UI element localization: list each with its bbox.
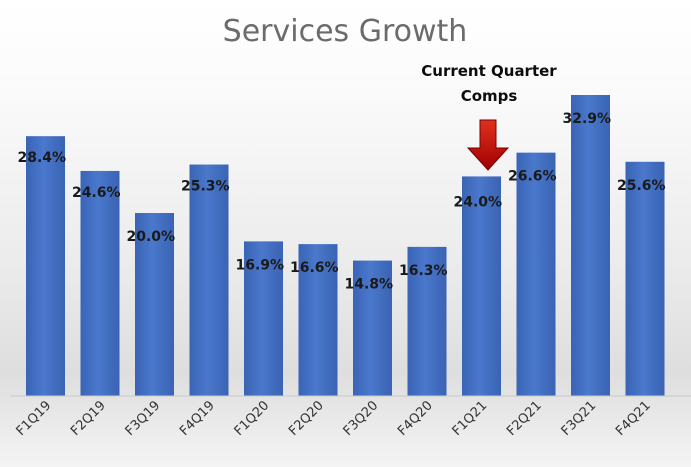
bar-f4q20 [407,246,447,396]
bar-f2q19 [80,170,120,396]
x-tick-label-f3q20: F3Q20 [341,398,382,439]
chart-title: Services Growth [223,14,468,49]
annotation-line-2: Comps [461,87,518,105]
annotation-line-1: Current Quarter [421,62,557,80]
bar-f3q20 [353,260,392,396]
x-tick-label-f4q19: F4Q19 [177,398,218,439]
x-tick-label-f2q20: F2Q20 [286,398,327,439]
x-tick-label-f3q21: F3Q21 [559,398,600,439]
data-label-f3q21: 32.9% [563,111,612,127]
data-label-f4q21: 25.6% [617,178,666,194]
data-label-f2q19: 24.6% [72,185,121,201]
data-label-f1q21: 24.0% [454,194,503,210]
x-tick-label-f4q21: F4Q21 [613,398,654,439]
data-label-f2q21: 26.6% [508,169,557,185]
bar-f4q21 [625,161,665,396]
bar-f4q19 [189,164,229,396]
x-tick-label-f1q21: F1Q21 [450,398,491,439]
data-label-f1q20: 16.9% [236,257,285,273]
x-tick-label-f1q20: F1Q20 [232,398,273,439]
data-label-f3q19: 20.0% [127,229,176,245]
bar-f3q19 [135,213,174,396]
bar-f3q21 [571,95,610,396]
data-label-f3q20: 14.8% [345,277,394,293]
x-tick-label-f2q21: F2Q21 [504,398,545,439]
x-tick-label-group: F1Q19 F2Q19 F3Q19 F4Q19 F1Q20 F2Q20 F3Q20 F4Q20… [14,398,654,439]
data-label-f4q20: 16.3% [399,263,448,279]
bar-f2q21 [516,152,556,396]
bar-f1q21 [462,176,501,396]
data-label-f1q19: 28.4% [18,150,67,166]
x-tick-label-f2q19: F2Q19 [68,398,109,439]
bar-group [26,95,665,396]
data-label-group: 28.4% 24.6% 20.0% 25.3% 16.9% 16.6% 14.8% 16.3%… [18,111,666,293]
bar-f1q20 [244,241,283,396]
bar-f1q19 [26,136,65,396]
down-arrow-icon [466,119,510,171]
x-tick-label-f1q19: F1Q19 [14,398,55,439]
x-tick-label-f3q19: F3Q19 [123,398,164,439]
data-label-f4q19: 25.3% [181,179,230,195]
current-quarter-annotation: Current Quarter Comps [421,62,557,171]
x-tick-label-f4q20: F4Q20 [395,398,436,439]
bar-f2q20 [298,244,338,396]
data-label-f2q20: 16.6% [290,260,339,276]
